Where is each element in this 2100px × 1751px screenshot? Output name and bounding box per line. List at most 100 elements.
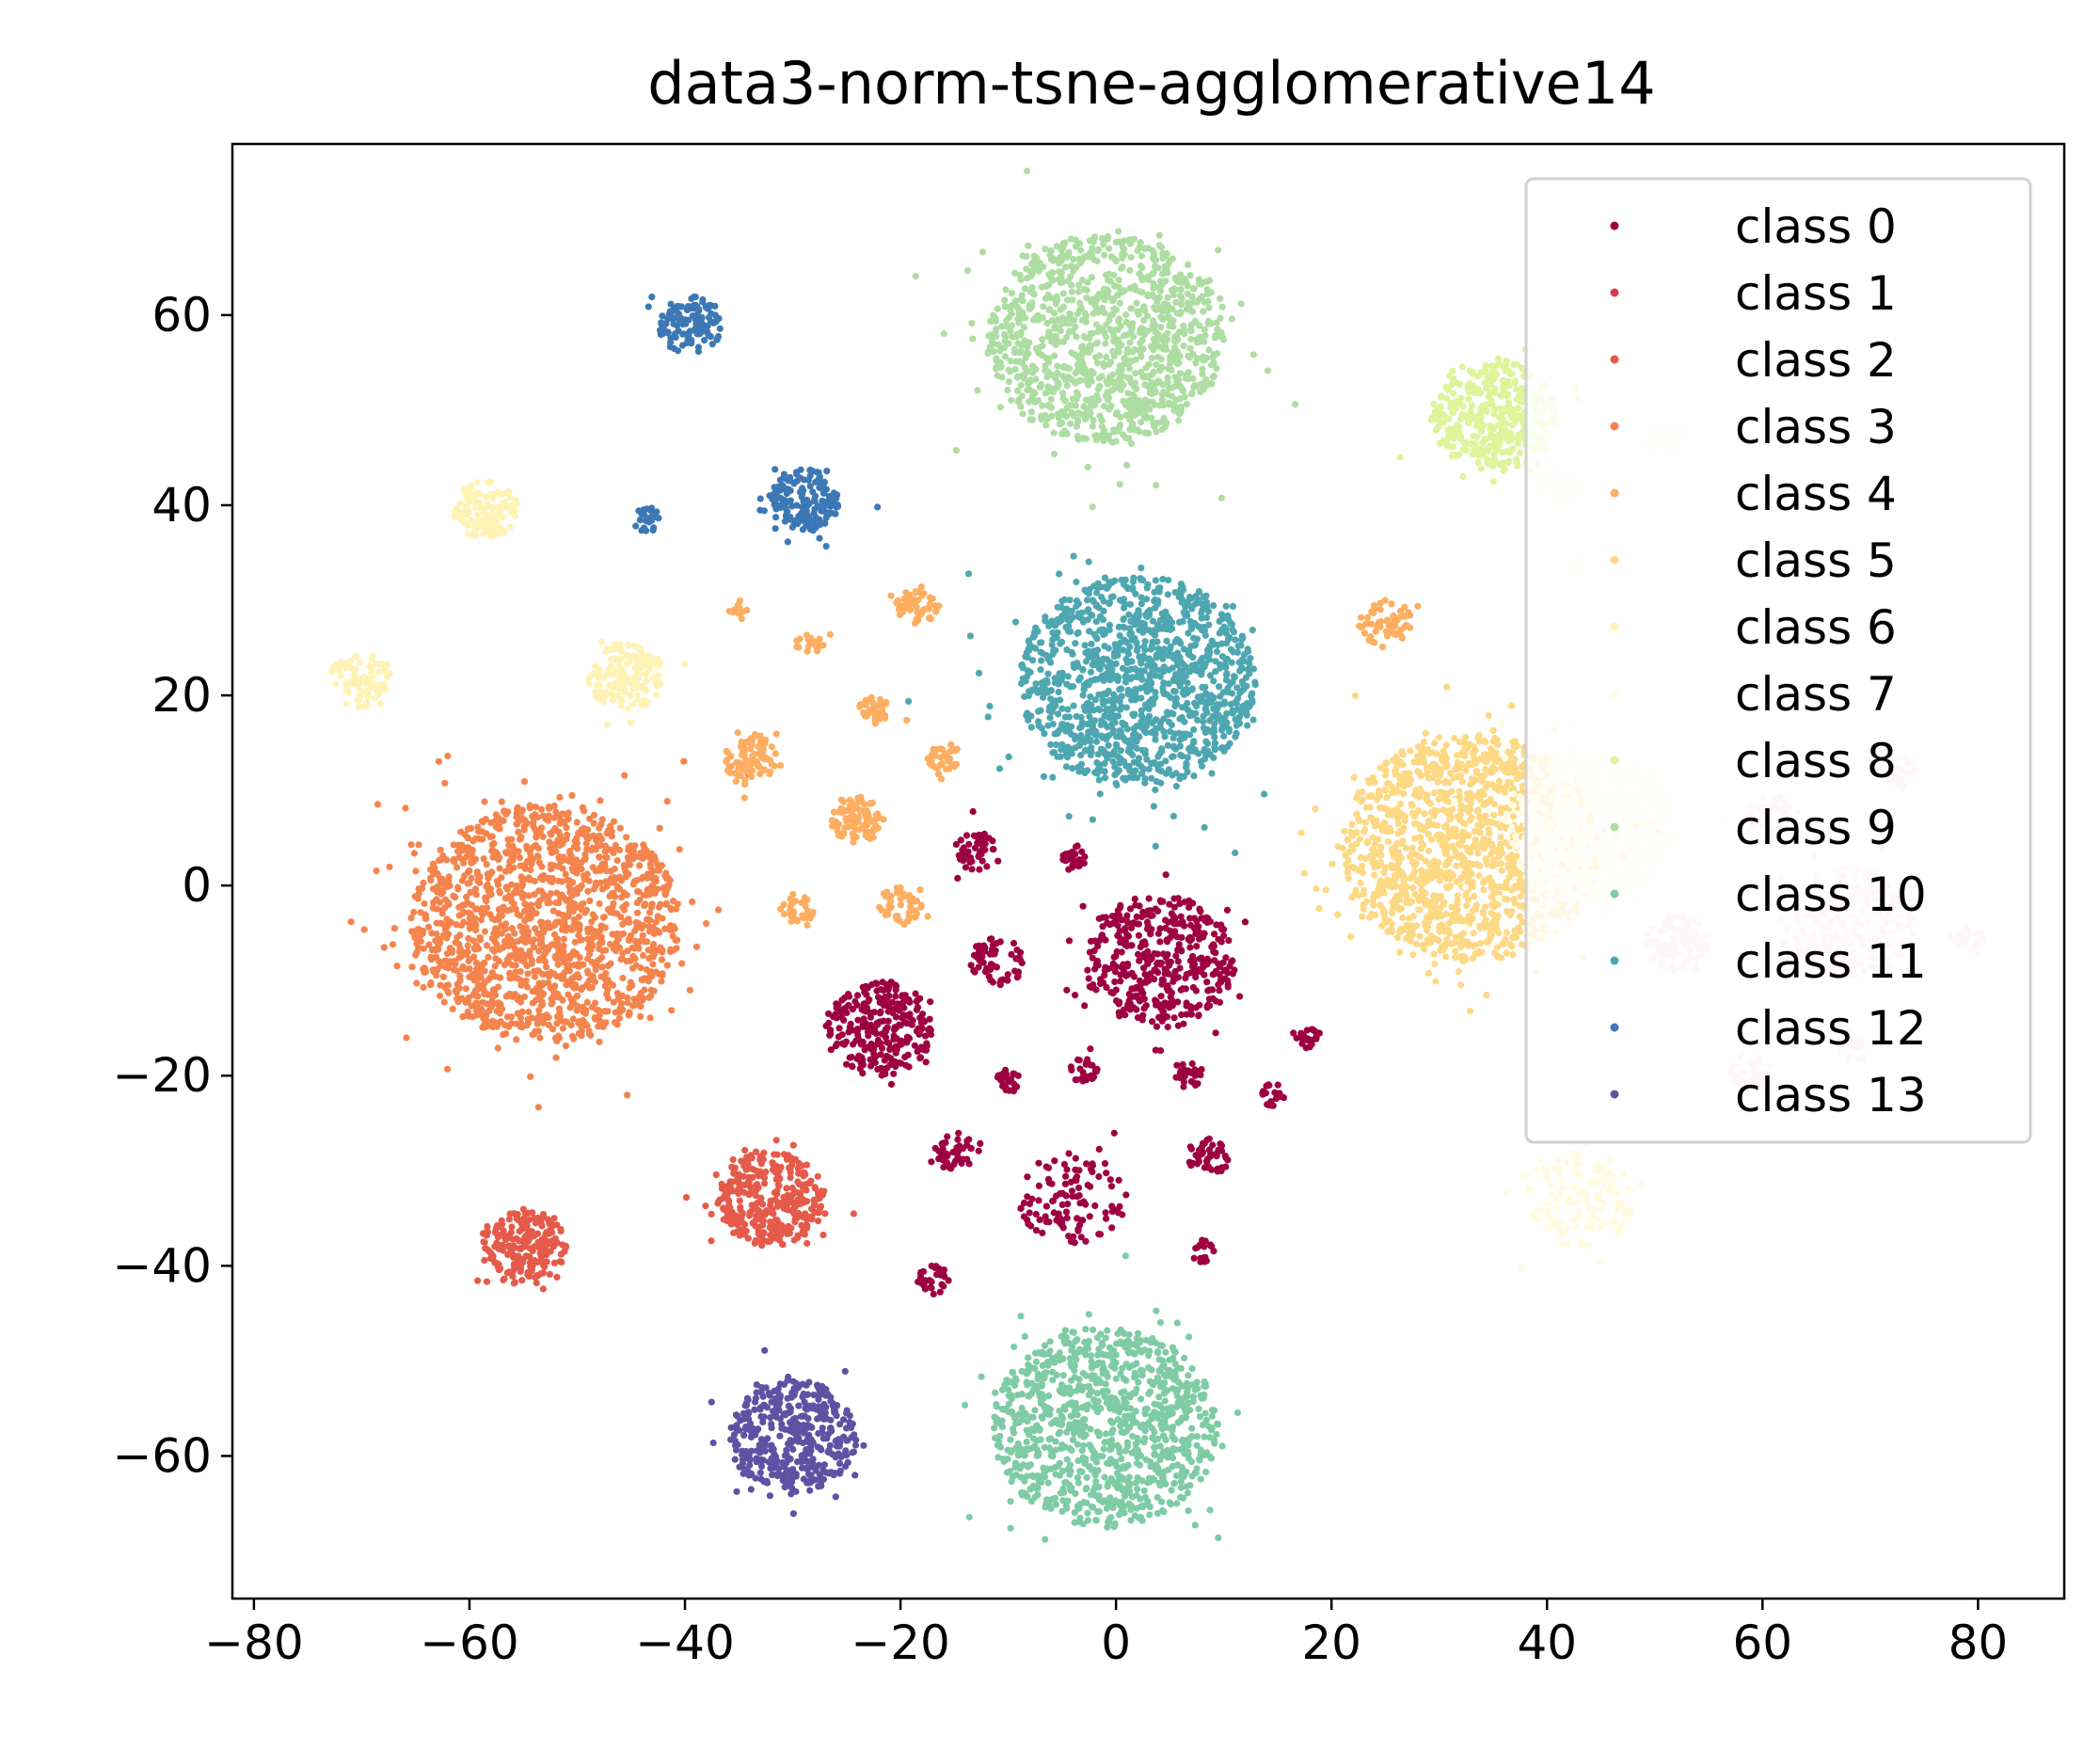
data-point — [476, 879, 484, 886]
data-point — [894, 1000, 901, 1008]
data-point — [564, 831, 571, 839]
data-point — [1483, 857, 1490, 865]
data-point — [498, 1217, 505, 1224]
data-point — [538, 1235, 546, 1243]
data-point — [800, 1229, 807, 1236]
data-point — [752, 1191, 759, 1199]
data-point — [1217, 1167, 1225, 1175]
data-point — [456, 972, 464, 979]
data-point — [1101, 1160, 1109, 1168]
data-point — [537, 805, 546, 813]
data-point — [1348, 820, 1356, 829]
data-point — [633, 909, 642, 916]
data-point — [978, 857, 986, 865]
data-point — [649, 961, 657, 968]
data-point — [755, 1211, 762, 1218]
data-point — [545, 979, 552, 987]
data-point — [1454, 752, 1461, 759]
data-point — [1503, 908, 1511, 915]
data-point — [639, 854, 647, 862]
data-point — [790, 1210, 798, 1218]
data-point — [558, 891, 565, 899]
data-point — [712, 1170, 720, 1179]
data-point — [1207, 1241, 1215, 1249]
data-point — [989, 941, 997, 948]
data-point — [970, 966, 978, 975]
data-point — [570, 1000, 579, 1008]
data-point — [502, 1029, 510, 1038]
data-point — [559, 836, 566, 845]
data-point — [437, 846, 444, 853]
data-point — [1455, 968, 1462, 976]
data-point — [519, 1205, 528, 1213]
data-point — [1485, 780, 1492, 788]
data-point — [659, 915, 666, 922]
data-point — [1032, 1210, 1040, 1218]
data-point — [932, 746, 941, 754]
data-point — [523, 962, 531, 970]
data-point — [556, 832, 565, 839]
data-point — [542, 815, 549, 823]
data-point — [525, 1008, 533, 1016]
data-point — [546, 838, 553, 846]
data-point — [506, 1210, 514, 1218]
data-point — [1220, 967, 1229, 975]
data-point — [565, 816, 572, 823]
data-point — [455, 903, 463, 911]
data-point — [479, 819, 486, 826]
data-point — [559, 996, 566, 1004]
data-point — [1195, 1012, 1202, 1020]
data-point — [1433, 807, 1441, 815]
data-point — [373, 868, 380, 875]
data-point — [1151, 976, 1158, 983]
data-point — [1209, 971, 1217, 979]
data-point — [801, 1199, 808, 1206]
data-point — [1224, 981, 1232, 989]
data-point — [1474, 850, 1482, 857]
data-point — [1186, 915, 1194, 922]
data-point — [598, 947, 607, 955]
data-point — [1458, 778, 1466, 786]
data-point — [1118, 948, 1125, 956]
data-point — [1210, 947, 1217, 956]
data-point — [597, 836, 606, 843]
data-point — [1069, 864, 1076, 871]
data-point — [659, 970, 666, 978]
data-point — [936, 1288, 944, 1296]
data-point — [1509, 951, 1517, 959]
data-point — [759, 745, 767, 753]
data-point — [798, 1221, 805, 1229]
data-point — [555, 899, 563, 907]
data-point — [789, 890, 797, 899]
data-point — [802, 902, 809, 910]
data-point — [1456, 793, 1463, 801]
data-point — [556, 1009, 564, 1016]
data-point — [1482, 766, 1489, 773]
data-point — [512, 962, 519, 969]
data-point — [504, 932, 512, 940]
data-point — [1196, 905, 1203, 913]
data-point — [1444, 835, 1452, 842]
data-point — [871, 714, 879, 722]
data-point — [903, 716, 911, 724]
data-point — [445, 900, 453, 908]
data-point — [415, 890, 422, 898]
data-point — [520, 778, 529, 786]
data-point — [877, 1051, 884, 1059]
data-point — [1360, 905, 1367, 913]
data-point — [1189, 983, 1197, 992]
data-point — [539, 1285, 548, 1293]
data-point — [1185, 1158, 1193, 1166]
data-point — [656, 929, 663, 936]
data-point — [550, 1215, 558, 1222]
data-point — [1392, 764, 1400, 772]
data-point — [534, 845, 543, 852]
data-point — [517, 889, 526, 897]
data-point — [562, 870, 569, 878]
data-point — [652, 918, 660, 926]
data-point — [909, 1016, 916, 1025]
data-point — [420, 879, 427, 887]
data-point — [547, 890, 555, 898]
data-point — [1131, 895, 1138, 903]
data-point — [533, 834, 540, 841]
